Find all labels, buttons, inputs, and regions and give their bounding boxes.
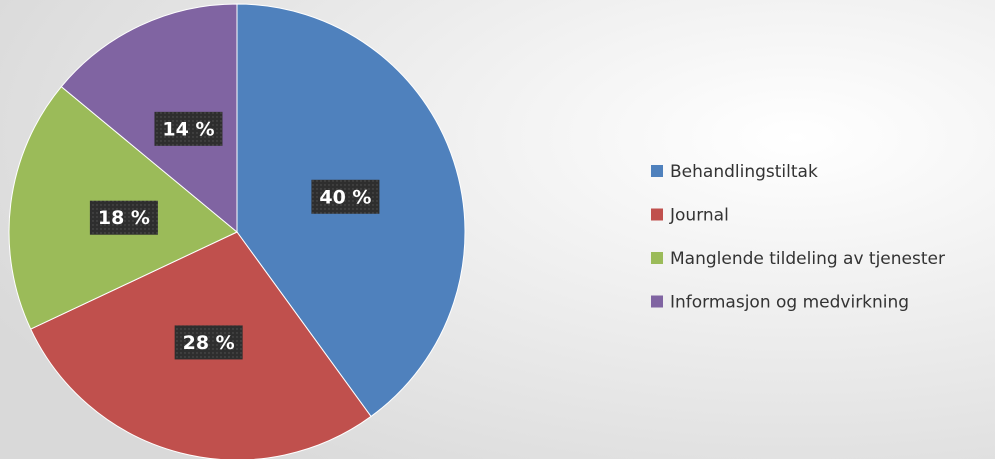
data-label-box [89,200,158,235]
legend-swatch [651,208,663,221]
legend-label: Journal [669,206,729,226]
data-label-box [311,179,380,214]
data-label: 40 % [319,186,371,208]
data-label-box [154,111,223,146]
pie-slice [60,3,238,234]
data-label: 18 % [98,207,150,229]
legend-label: Manglende tildeling av tjenester [670,249,945,269]
legend-label: Informasjon og medvirkning [670,293,909,313]
legend-swatch [651,165,663,177]
legend-label: Behandlingstiltak [670,162,818,182]
legend-swatch [651,295,663,308]
data-label-box [174,325,243,360]
data-label: 14 % [162,118,214,140]
legend-swatch [651,252,663,264]
data-label: 28 % [183,332,235,354]
